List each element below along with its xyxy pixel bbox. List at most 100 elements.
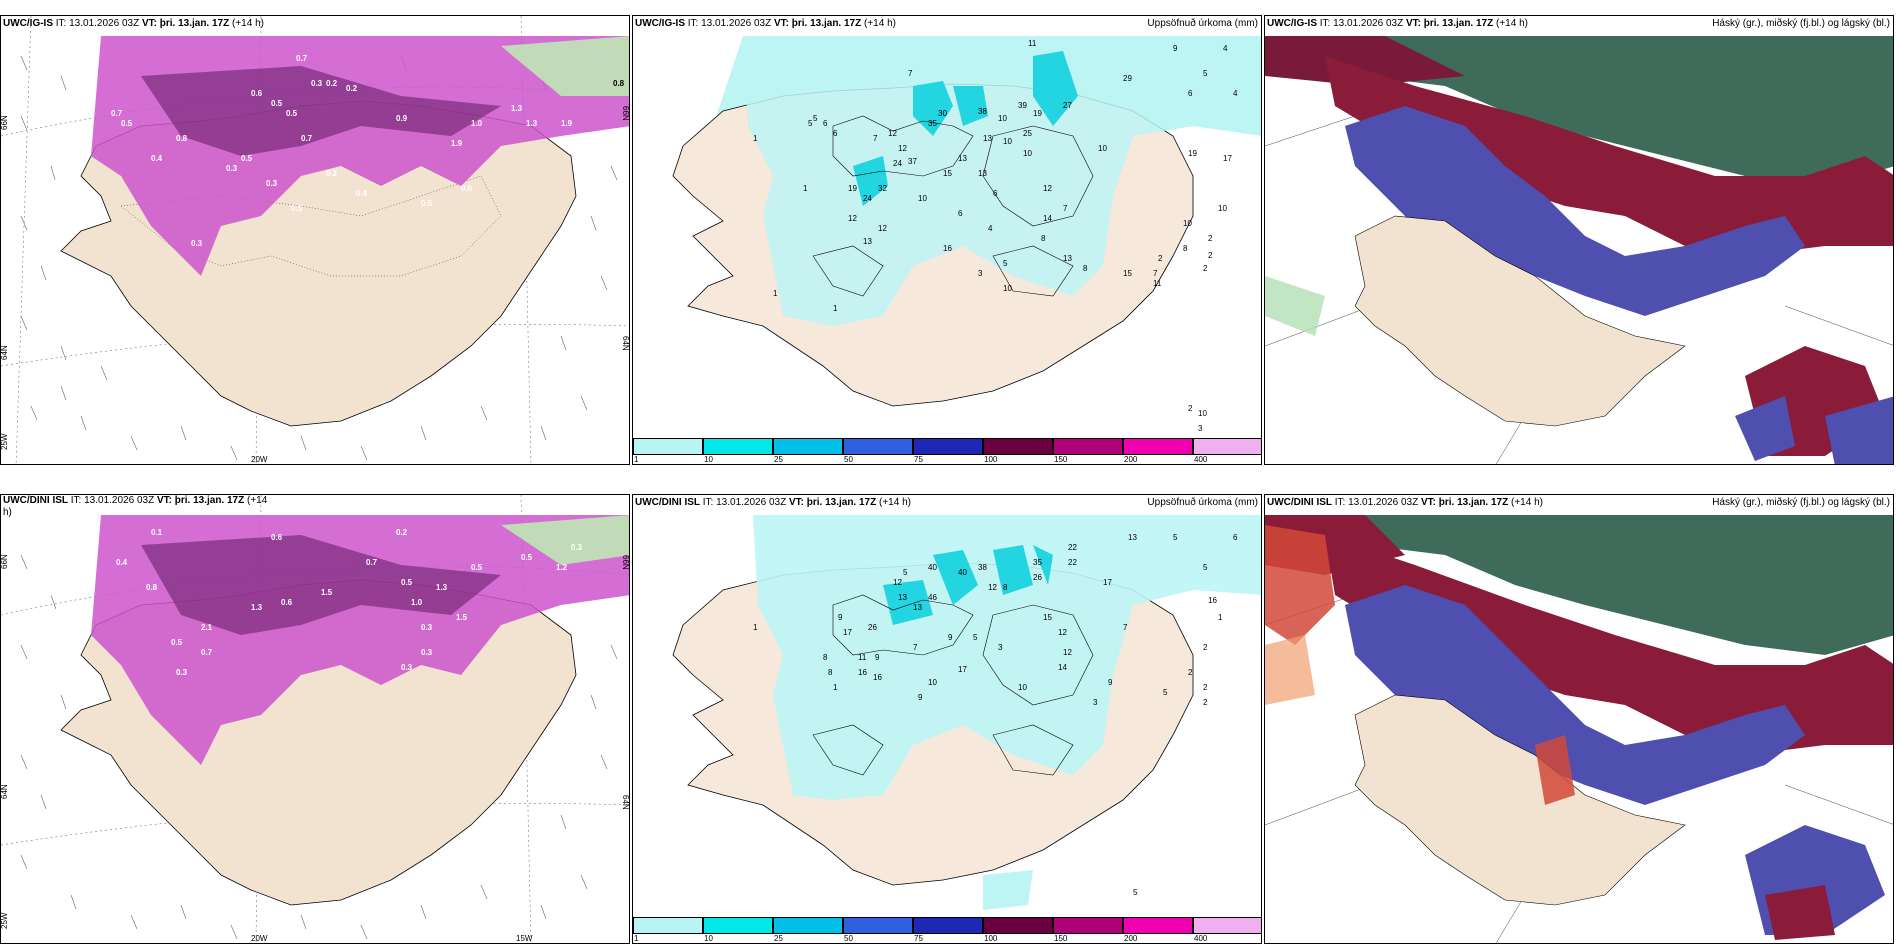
svg-text:3: 3 [1198, 424, 1203, 433]
svg-text:2: 2 [1188, 668, 1193, 677]
svg-text:6: 6 [833, 129, 838, 138]
svg-text:12: 12 [1043, 184, 1052, 193]
snow-map: 0.1 0.2 0.6 0.3 0.5 1.2 0.5 0.4 0.8 1.3 … [1, 495, 630, 943]
svg-text:1.5: 1.5 [321, 588, 333, 597]
svg-text:22: 22 [1068, 558, 1077, 567]
svg-text:1: 1 [753, 623, 758, 632]
svg-text:10: 10 [1023, 149, 1032, 158]
colorbar-bin [913, 917, 983, 934]
panel-header: UWC/IG-IS IT: 13.01.2026 03Z VT: þri. 13… [3, 18, 264, 29]
svg-text:2: 2 [1203, 698, 1208, 707]
svg-text:10: 10 [1183, 219, 1192, 228]
svg-text:6: 6 [1233, 533, 1238, 542]
precip-values: 11 9 4 7 29 5 6 4 30 38 19 39 27 10 5 6 … [753, 39, 1238, 433]
panel-header: UWC/DINI ISL IT: 13.01.2026 03Z VT: þri.… [1267, 497, 1543, 508]
colorbar-label: 50 [844, 934, 853, 943]
cloud-map [1265, 495, 1893, 943]
svg-text:10: 10 [918, 194, 927, 203]
svg-text:0.3: 0.3 [421, 623, 433, 632]
svg-text:13: 13 [913, 603, 922, 612]
snow-map-panel-igis: UWC/IG-IS IT: 13.01.2026 03Z VT: þri. 13… [0, 15, 630, 465]
high-cloud-green [1265, 515, 1893, 655]
svg-text:7: 7 [1123, 623, 1128, 632]
svg-text:10: 10 [1003, 137, 1012, 146]
svg-text:0.7: 0.7 [301, 134, 313, 143]
svg-text:7: 7 [1063, 204, 1068, 213]
svg-text:1.9: 1.9 [451, 139, 463, 148]
svg-text:3: 3 [1093, 698, 1098, 707]
svg-text:1: 1 [753, 134, 758, 143]
svg-text:10: 10 [1018, 683, 1027, 692]
svg-text:0.3: 0.3 [191, 239, 203, 248]
svg-text:0.5: 0.5 [291, 204, 303, 213]
svg-text:0.1: 0.1 [151, 528, 163, 537]
svg-text:13: 13 [898, 593, 907, 602]
svg-text:10: 10 [1003, 284, 1012, 293]
svg-text:64N: 64N [621, 795, 630, 810]
svg-text:0.5: 0.5 [241, 154, 253, 163]
svg-text:12: 12 [878, 224, 887, 233]
svg-text:7: 7 [873, 134, 878, 143]
colorbar-label: 25 [774, 934, 783, 943]
coastline-detail [812, 115, 1094, 297]
svg-text:25W: 25W [1, 912, 9, 929]
precip-map: 13 5 6 22 5 40 5 22 35 17 40 38 26 12 8 … [633, 495, 1261, 943]
precip-map: 11 9 4 7 29 5 6 4 30 38 19 39 27 10 5 6 … [633, 16, 1261, 464]
colorbar-bin [773, 438, 843, 455]
iceland-land [1354, 215, 1686, 427]
svg-text:10: 10 [1218, 204, 1227, 213]
precip-map-panel-dini: UWC/DINI ISL IT: 13.01.2026 03Z VT: þri.… [632, 494, 1262, 944]
svg-text:64N: 64N [1, 345, 9, 360]
svg-text:2: 2 [1158, 254, 1163, 263]
svg-text:11: 11 [1153, 279, 1162, 288]
svg-text:19: 19 [1033, 109, 1042, 118]
svg-text:0.7: 0.7 [111, 109, 123, 118]
svg-text:8: 8 [1041, 234, 1046, 243]
svg-text:0.9: 0.9 [396, 114, 408, 123]
svg-text:0.5: 0.5 [271, 99, 283, 108]
svg-text:15: 15 [943, 169, 952, 178]
colorbar-label: 25 [774, 455, 783, 464]
svg-text:19: 19 [848, 184, 857, 193]
snow-values: 0.7 0.3 0.2 0.2 0.8 0.6 0.5 0.5 0.7 0.5 … [111, 54, 625, 248]
svg-text:13: 13 [978, 169, 987, 178]
colorbar-bin [1053, 917, 1123, 934]
svg-text:16: 16 [873, 673, 882, 682]
svg-text:0.2: 0.2 [326, 79, 338, 88]
svg-text:8: 8 [1083, 264, 1088, 273]
svg-text:64N: 64N [1, 784, 9, 799]
svg-text:24: 24 [863, 194, 872, 203]
svg-text:5: 5 [1203, 69, 1208, 78]
svg-text:17: 17 [1223, 154, 1232, 163]
svg-text:1: 1 [833, 304, 838, 313]
svg-text:64N: 64N [621, 336, 630, 351]
svg-text:2: 2 [1208, 234, 1213, 243]
cloud-map-panel-igis: UWC/IG-IS IT: 13.01.2026 03Z VT: þri. 13… [1264, 15, 1894, 465]
precip-map-panel-igis: UWC/IG-IS IT: 13.01.2026 03Z VT: þri. 13… [632, 15, 1262, 465]
svg-text:2: 2 [1203, 264, 1208, 273]
colorbar-bin [1123, 917, 1193, 934]
mid-cloud-red [1325, 56, 1893, 256]
svg-text:0.3: 0.3 [226, 164, 238, 173]
svg-text:0.6: 0.6 [251, 89, 263, 98]
svg-text:20W: 20W [251, 455, 268, 464]
svg-text:5: 5 [1133, 888, 1138, 897]
colorbar-bin [1193, 438, 1261, 455]
svg-text:12: 12 [848, 214, 857, 223]
colorbar-label: 10 [704, 455, 713, 464]
svg-text:7: 7 [1153, 269, 1158, 278]
snow-values: 0.1 0.2 0.6 0.3 0.5 1.2 0.5 0.4 0.8 1.3 … [116, 528, 583, 677]
colorbar-label: 1 [634, 934, 639, 943]
colorbar-label: 200 [1124, 934, 1138, 943]
colorbar-bin [1123, 438, 1193, 455]
svg-text:16: 16 [1208, 596, 1217, 605]
colorbar-bin [843, 438, 913, 455]
svg-text:30: 30 [938, 109, 947, 118]
svg-text:10: 10 [1098, 144, 1107, 153]
svg-text:0.4: 0.4 [356, 189, 368, 198]
svg-text:13: 13 [983, 134, 992, 143]
colorbar-label: 400 [1194, 934, 1208, 943]
svg-text:4: 4 [1223, 44, 1228, 53]
svg-text:1.3: 1.3 [526, 119, 538, 128]
svg-text:20W: 20W [251, 934, 268, 943]
